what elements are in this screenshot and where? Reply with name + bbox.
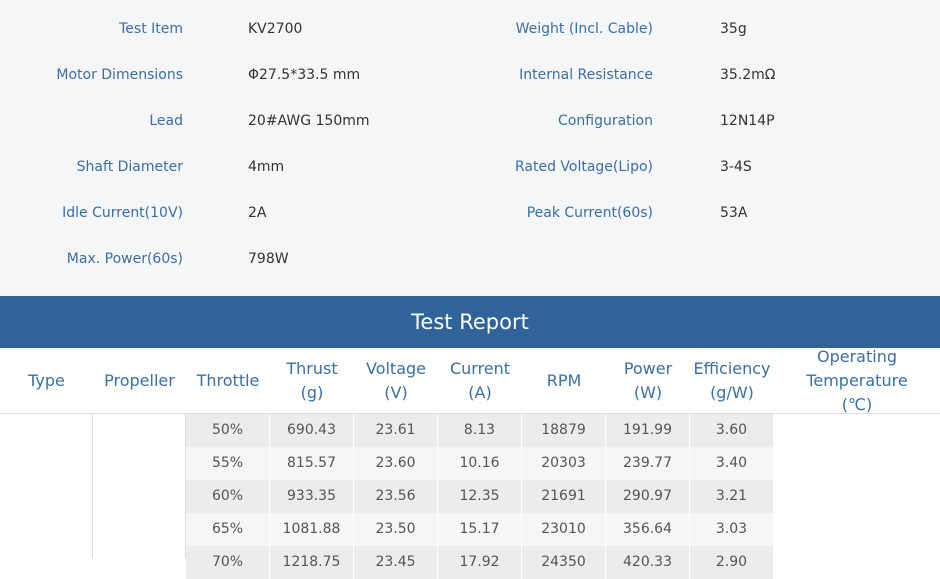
spec-label: Weight (Incl. Cable) [515,21,653,37]
table-cell: 239.77 [606,447,690,480]
header-line: Operating [817,348,897,366]
column-header: Throttle [186,348,270,413]
spec-value: 12N14P [720,113,775,129]
header-line: (g/W) [710,382,754,402]
header-line: RPM [546,370,582,390]
table-cell: 23.56 [354,480,438,513]
table-cell: 933.35 [270,480,354,513]
column-header: Power (W) [606,348,690,413]
spec-value: 35.2mΩ [720,67,776,83]
table-cell: 15.17 [438,513,522,546]
header-line: (g) [300,382,324,402]
header-line: (W) [633,382,663,402]
header-line: Voltage [365,358,426,378]
header-line: Type [28,370,65,390]
column-header: RPM [522,348,606,413]
spec-value: 3-4S [720,159,752,175]
table-cell: 55% [186,447,270,480]
table-cell: 10.16 [438,447,522,480]
table-cell: 24350 [522,546,606,579]
table-cell: 12.35 [438,480,522,513]
table-cell: 420.33 [606,546,690,579]
header-line: Throttle [196,370,260,390]
header-line: Thrust [286,358,338,378]
table-cell: 3.21 [690,480,774,513]
header-line: Propeller [104,370,175,390]
table-cell: 8.13 [438,414,522,447]
table-cell: 290.97 [606,480,690,513]
spec-value: KV2700 [248,21,303,37]
column-header: Propeller [93,348,186,413]
table-cell: 70% [186,546,270,579]
column-header: Voltage (V) [354,348,438,413]
spec-label: Rated Voltage(Lipo) [514,159,653,175]
table-cell: 23.45 [354,546,438,579]
spec-label: Test Item [119,21,183,37]
table-cell: 23.60 [354,447,438,480]
spec-value: 798W [248,251,289,267]
table-cell: 3.40 [690,447,774,480]
spec-label: Idle Current(10V) [62,205,183,221]
spec-label: Shaft Diameter [76,159,183,175]
table-cell: 3.03 [690,513,774,546]
header-line: (V) [384,382,408,402]
spec-value: 4mm [248,159,285,175]
propeller-cell [93,414,186,558]
header-line: Temperature [806,370,908,390]
header-line: (℃) [841,394,873,414]
spec-value: 20#AWG 150mm [248,113,370,129]
spec-label: Internal Resistance [519,67,653,83]
table-cell: 1081.88 [270,513,354,546]
table-cell: 356.64 [606,513,690,546]
table-cell: 21691 [522,480,606,513]
column-header: Thrust (g) [270,348,354,413]
table-cell: 815.57 [270,447,354,480]
spec-value: Φ27.5*33.5 mm [248,67,361,83]
page: Test Item KV2700 Motor Dimensions Φ27.5*33.… [0,21,940,579]
column-header: Current (A) [438,348,522,413]
header-line: Power [623,358,673,378]
table-cell: 23010 [522,513,606,546]
table-cell: 50% [186,414,270,447]
spec-label: Motor Dimensions [56,67,183,83]
table-cell: 60% [186,480,270,513]
spec-label: Configuration [558,113,653,129]
table-cell: 65% [186,513,270,546]
spec-panel: Test Item KV2700 Motor Dimensions Φ27.5*33.… [56,21,776,267]
header-line: (A) [468,382,492,402]
spec-value: 35g [720,21,747,37]
table-cell: 20303 [522,447,606,480]
column-header: Operating Temperature (℃) [774,348,940,413]
table-cell: 18879 [522,414,606,447]
spec-value: 53A [720,205,748,221]
table-cell: 2.90 [690,546,774,579]
table-cell: 690.43 [270,414,354,447]
table-cell: 23.61 [354,414,438,447]
table-cell: 23.50 [354,513,438,546]
spec-label: Lead [149,113,183,129]
header-line: Current [449,358,511,378]
type-cell [0,414,93,558]
spec-label: Peak Current(60s) [526,205,653,221]
spec-label: Max. Power(60s) [66,251,183,267]
header-line: Efficiency [693,358,771,378]
table-header: Type Propeller Throttle Thrust (g) Voltage (V)… [0,348,940,414]
table-cell: 17.92 [438,546,522,579]
spec-value: 2A [248,205,267,221]
report-title: Test Report [0,296,940,348]
table-cell: 3.60 [690,414,774,447]
table-cell: 1218.75 [270,546,354,579]
table-cell: 191.99 [606,414,690,447]
column-header: Type [0,348,93,413]
column-header: Efficiency (g/W) [690,348,774,413]
